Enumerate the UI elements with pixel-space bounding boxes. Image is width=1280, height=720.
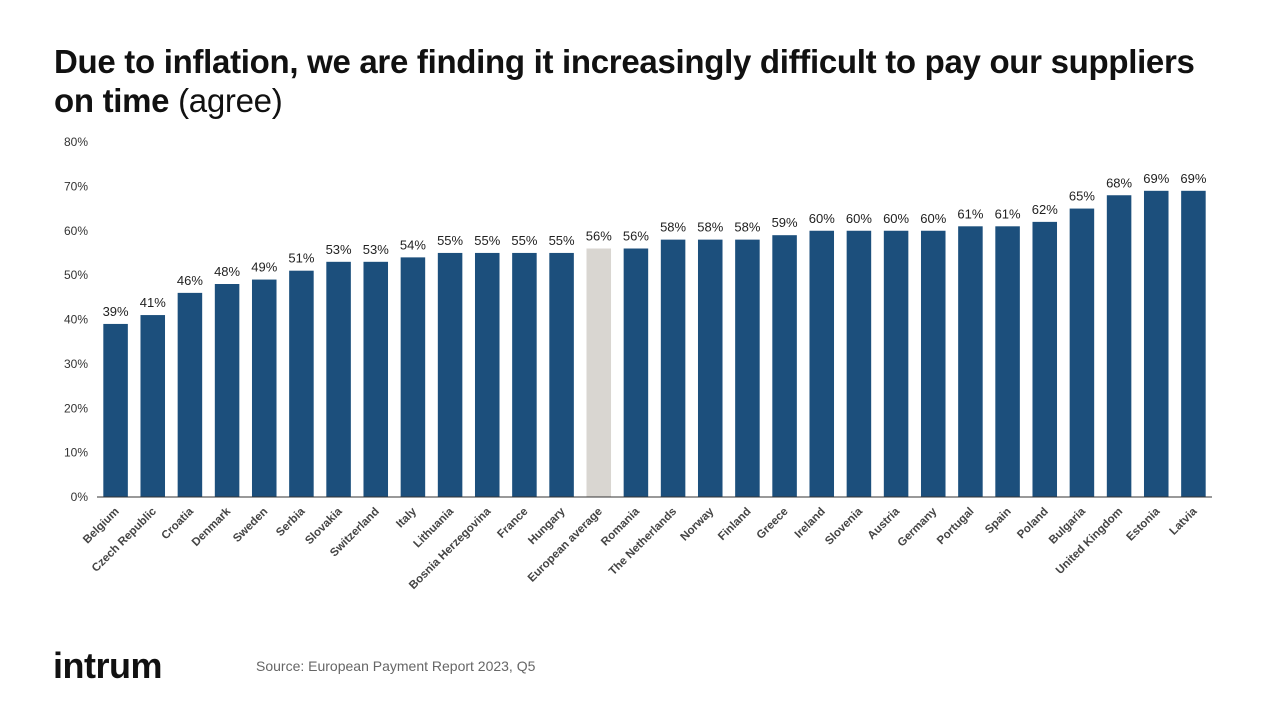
data-label: 49% bbox=[251, 260, 277, 275]
category-label: Sweden bbox=[231, 506, 270, 545]
data-label: 54% bbox=[400, 237, 426, 252]
category-label: France bbox=[495, 506, 530, 541]
y-tick-label: 50% bbox=[64, 268, 88, 282]
bar bbox=[214, 284, 240, 497]
bar bbox=[920, 230, 946, 497]
bar bbox=[437, 252, 463, 497]
category-label: Croatia bbox=[160, 505, 197, 542]
chart-title: Due to inflation, we are finding it incr… bbox=[54, 42, 1234, 120]
category-label: Ireland bbox=[793, 506, 828, 541]
bar bbox=[1106, 195, 1132, 497]
data-label: 58% bbox=[697, 220, 723, 235]
bar bbox=[883, 230, 909, 497]
bar bbox=[623, 248, 649, 497]
category-label: Poland bbox=[1015, 506, 1051, 542]
data-label: 55% bbox=[437, 233, 463, 248]
category-label: Latvia bbox=[1168, 505, 1200, 537]
chart-title-suffix: (agree) bbox=[169, 82, 283, 119]
data-label: 65% bbox=[1069, 189, 1095, 204]
data-label: 61% bbox=[995, 206, 1021, 221]
category-label: Slovenia bbox=[823, 505, 865, 547]
bar bbox=[251, 279, 277, 497]
bar bbox=[1069, 208, 1095, 497]
category-label: European average bbox=[526, 506, 605, 585]
data-label: 56% bbox=[623, 229, 649, 244]
data-label: 41% bbox=[140, 295, 166, 310]
source-note: Source: European Payment Report 2023, Q5 bbox=[256, 658, 536, 674]
bar bbox=[400, 257, 426, 497]
bar bbox=[846, 230, 872, 497]
bar bbox=[586, 248, 612, 497]
data-label: 60% bbox=[883, 211, 909, 226]
bar bbox=[697, 239, 723, 497]
y-tick-label: 20% bbox=[64, 401, 88, 415]
bar bbox=[140, 315, 166, 497]
data-label: 48% bbox=[214, 264, 240, 279]
bar bbox=[474, 252, 500, 497]
y-tick-label: 80% bbox=[64, 135, 88, 149]
data-label: 55% bbox=[474, 233, 500, 248]
y-tick-label: 40% bbox=[64, 313, 88, 327]
category-label: Portugal bbox=[935, 506, 976, 547]
data-label: 51% bbox=[288, 251, 314, 266]
bar bbox=[326, 261, 351, 497]
category-label: Denmark bbox=[190, 505, 234, 549]
y-tick-label: 10% bbox=[64, 446, 88, 460]
intrum-logo: intrum bbox=[53, 645, 163, 686]
bar bbox=[1181, 190, 1206, 497]
category-label: The Netherlands bbox=[607, 506, 679, 578]
bar bbox=[1143, 190, 1169, 497]
bar bbox=[363, 261, 389, 497]
data-label: 46% bbox=[177, 273, 203, 288]
category-label: Serbia bbox=[274, 505, 308, 539]
category-label: Italy bbox=[394, 505, 419, 530]
data-label: 53% bbox=[363, 242, 389, 257]
data-label: 58% bbox=[660, 220, 686, 235]
bar bbox=[735, 239, 760, 497]
data-label: 60% bbox=[920, 211, 946, 226]
category-label: United Kingdom bbox=[1054, 506, 1125, 577]
category-label: Czech Republic bbox=[90, 505, 159, 574]
data-label: 55% bbox=[511, 233, 537, 248]
bar bbox=[660, 239, 686, 497]
bar bbox=[1032, 221, 1058, 497]
data-label: 59% bbox=[772, 215, 798, 230]
bar bbox=[995, 226, 1020, 497]
data-label: 61% bbox=[957, 206, 983, 221]
bar-chart: 0%10%20%30%40%50%60%70%80%39%Belgium41%C… bbox=[64, 135, 1212, 592]
bar bbox=[809, 230, 835, 497]
category-label: Austria bbox=[866, 505, 903, 542]
y-tick-label: 60% bbox=[64, 224, 88, 238]
data-label: 39% bbox=[103, 304, 129, 319]
bar bbox=[958, 226, 983, 497]
category-label: Spain bbox=[983, 506, 1014, 537]
data-label: 62% bbox=[1032, 202, 1058, 217]
data-label: 56% bbox=[586, 229, 612, 244]
category-label: Germany bbox=[896, 505, 940, 549]
bar bbox=[289, 270, 314, 497]
y-tick-label: 70% bbox=[64, 179, 88, 193]
data-label: 69% bbox=[1180, 171, 1206, 186]
category-label: Finland bbox=[716, 506, 753, 543]
chart-title-main: Due to inflation, we are finding it incr… bbox=[54, 43, 1195, 119]
data-label: 68% bbox=[1106, 175, 1132, 190]
bar bbox=[772, 235, 797, 497]
bar bbox=[177, 292, 203, 497]
category-label: Norway bbox=[679, 505, 717, 543]
bar bbox=[103, 323, 128, 497]
data-label: 69% bbox=[1143, 171, 1169, 186]
bar bbox=[549, 252, 574, 497]
y-tick-label: 0% bbox=[71, 490, 89, 504]
y-tick-label: 30% bbox=[64, 357, 88, 371]
data-label: 55% bbox=[549, 233, 575, 248]
data-label: 60% bbox=[809, 211, 835, 226]
category-label: Estonia bbox=[1125, 505, 1163, 543]
data-label: 58% bbox=[734, 220, 760, 235]
data-label: 60% bbox=[846, 211, 872, 226]
data-label: 53% bbox=[326, 242, 352, 257]
category-label: Greece bbox=[755, 506, 791, 542]
bar bbox=[512, 252, 537, 497]
